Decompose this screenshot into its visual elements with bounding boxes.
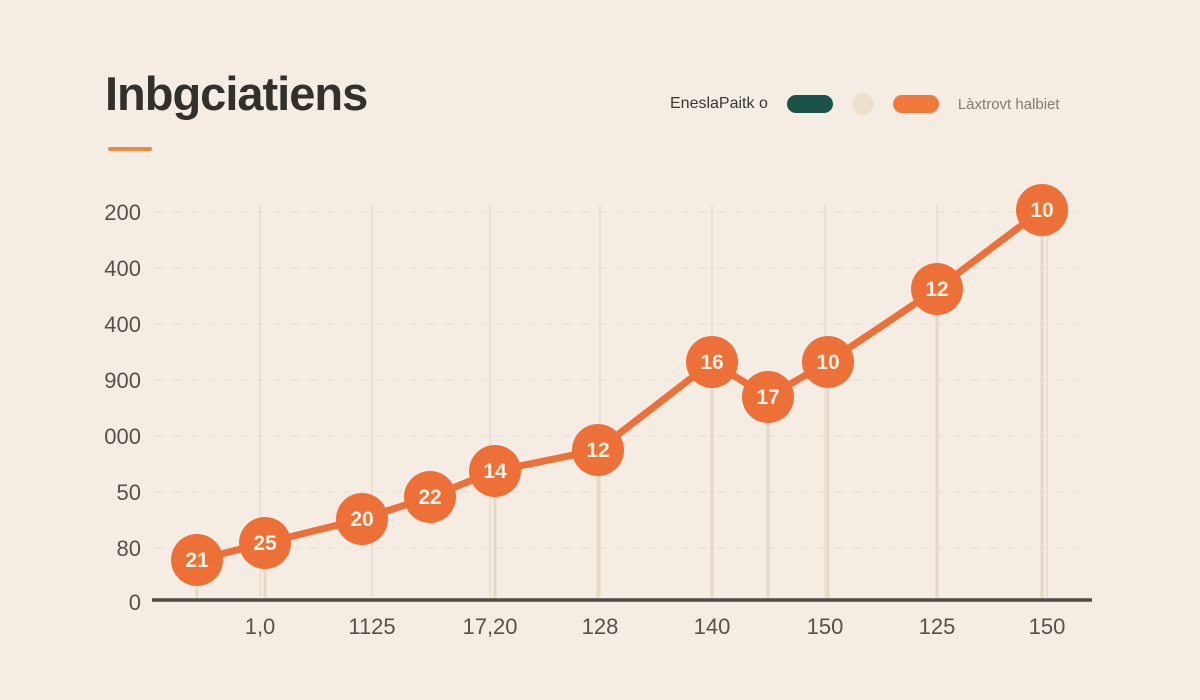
x-tick-label: 140 [694,614,731,639]
data-point-label: 17 [756,386,779,409]
data-point-marker [572,424,624,476]
y-tick-label: 900 [104,368,141,393]
legend-orange-pill-icon [892,95,939,113]
legend-beige-dot-icon [851,93,874,115]
data-point-label: 22 [418,486,441,509]
data-point-label: 16 [700,351,723,374]
data-point-marker [1016,184,1068,236]
data-point-label: 14 [483,460,507,483]
data-point-label: 21 [185,549,209,572]
page-title: Inbgciatiens [105,67,368,120]
y-tick-label: 0 [129,590,141,615]
data-point-marker [171,534,223,586]
title-underline [108,147,152,151]
series-line [193,206,1046,564]
data-point-marker [336,493,388,545]
x-tick-label: 128 [582,614,619,639]
x-tick-label: 150 [1029,614,1066,639]
legend-label-right: Làxtrovt halbiet [957,95,1060,113]
data-point-marker [404,471,456,523]
data-point-marker [742,371,794,423]
x-tick-label: 125 [919,614,956,639]
x-tick-label: 1,0 [245,614,276,639]
legend-label-left: EneslaPaitk o [670,95,768,112]
chart-legend: EneslaPaitk o Làxtrovt halbiet [670,90,1060,118]
y-tick-label: 200 [104,200,141,225]
x-tick-label: 150 [807,614,844,639]
y-tick-label: 400 [104,256,141,281]
y-tick-label: 50 [117,480,141,505]
data-point-label: 25 [253,532,277,555]
y-tick-label: 400 [104,312,141,337]
data-point-marker [469,445,521,497]
data-point-marker [686,336,738,388]
data-point-marker [239,517,291,569]
x-tick-label: 1125 [348,614,395,639]
x-tick-label: 17,20 [462,614,517,639]
data-point-label: 20 [350,508,373,531]
y-tick-label: 000 [104,424,141,449]
data-point-label: 10 [1030,199,1053,222]
data-point-label: 10 [816,351,839,374]
legend-teal-pill-icon [786,95,833,113]
data-point-marker [802,336,854,388]
data-point-marker [911,263,963,315]
y-tick-label: 80 [117,536,141,561]
data-point-label: 12 [586,439,609,462]
data-point-label: 12 [925,278,948,301]
